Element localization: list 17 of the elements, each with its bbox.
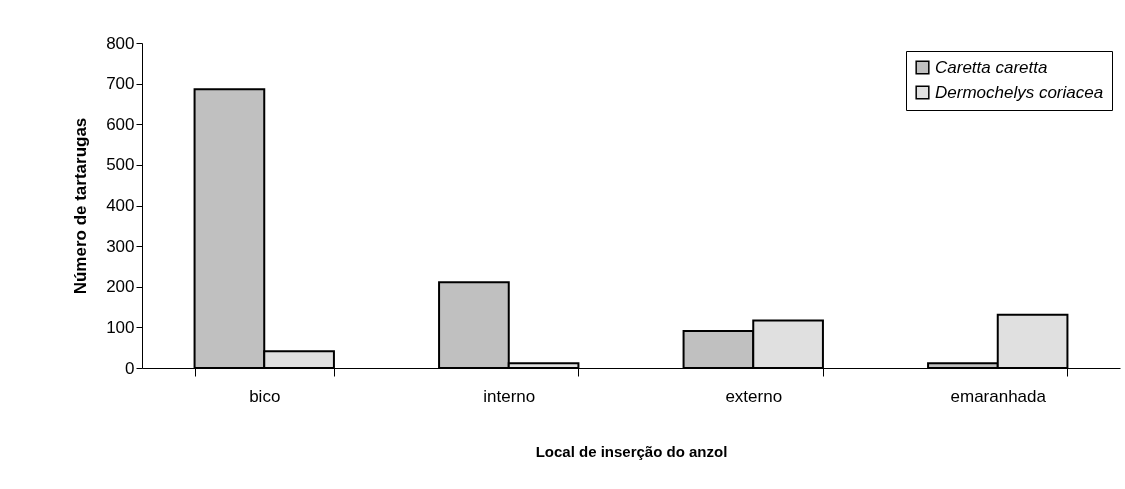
y-tick-label: 0 — [125, 358, 135, 378]
y-tick-label: 700 — [106, 74, 135, 94]
y-tick-label: 500 — [106, 155, 135, 175]
y-tick-label: 100 — [106, 317, 135, 337]
y-tick-label: 200 — [106, 277, 135, 297]
x-tick-label: emaranhada — [950, 386, 1047, 406]
x-tick-label: interno — [483, 386, 536, 406]
y-axis-title: Número de tartarugas — [71, 117, 91, 295]
legend-label: Caretta caretta — [935, 57, 1048, 77]
y-tick-label: 300 — [106, 236, 135, 256]
y-tick-label: 400 — [106, 196, 135, 215]
x-tick-label: externo — [725, 386, 783, 406]
y-tick-label: 600 — [106, 114, 135, 134]
y-tick-label: 800 — [106, 33, 135, 53]
legend-label: Dermochelys coriacea — [935, 82, 1104, 102]
x-axis-title: Local de inserção do anzol — [535, 442, 728, 460]
x-tick-label: bico — [249, 386, 281, 406]
